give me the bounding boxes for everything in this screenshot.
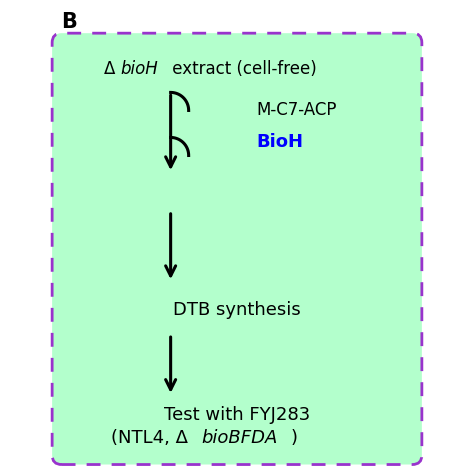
Text: B: B [62,12,77,32]
Text: M-C7-ACP: M-C7-ACP [256,101,337,119]
Text: Test with FYJ283: Test with FYJ283 [164,406,310,424]
Text: BioH: BioH [256,133,303,151]
Text: (NTL4, Δ: (NTL4, Δ [111,429,188,447]
Text: extract (cell-free): extract (cell-free) [167,60,317,78]
Text: bioBFDA: bioBFDA [201,429,278,447]
Text: ): ) [291,429,298,447]
Text: Δ: Δ [104,60,116,78]
Text: bioH: bioH [121,60,159,78]
Text: DTB synthesis: DTB synthesis [173,301,301,319]
FancyBboxPatch shape [52,33,422,465]
